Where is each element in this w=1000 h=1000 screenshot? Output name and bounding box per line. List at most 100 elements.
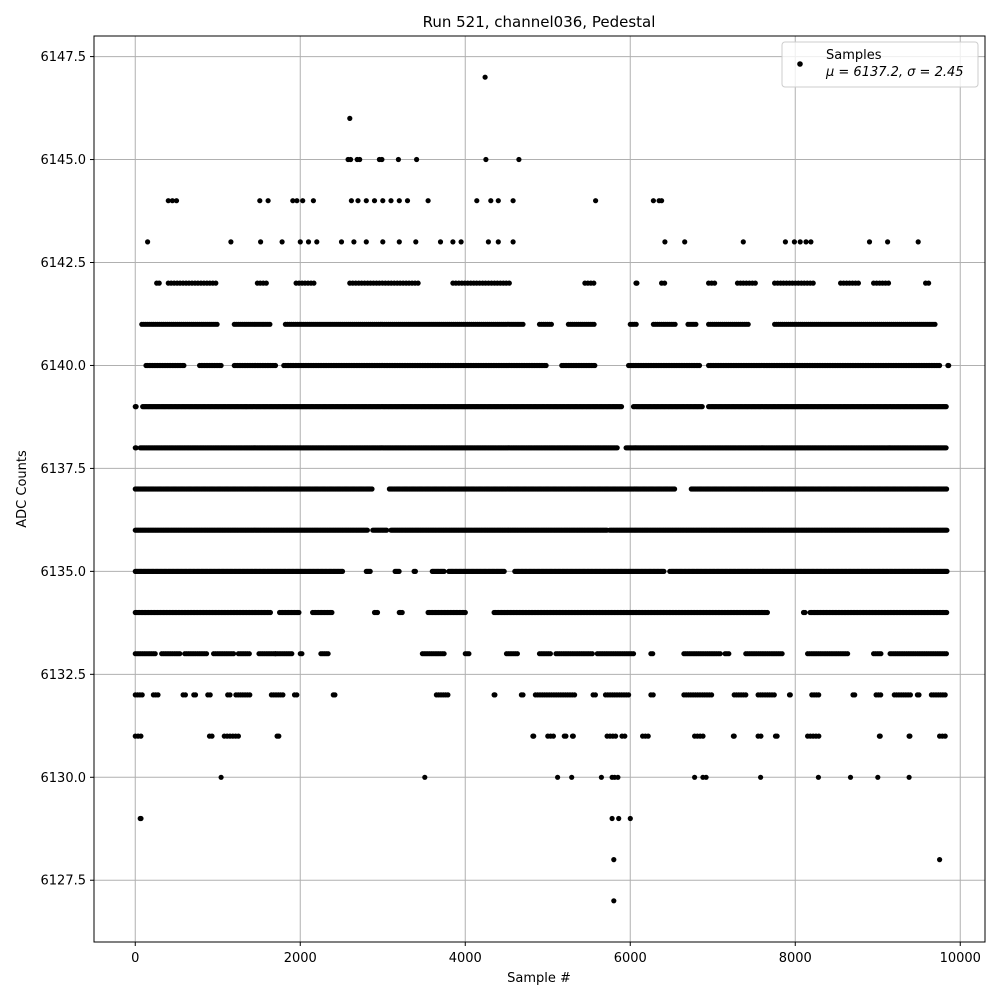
data-point: [944, 486, 950, 492]
data-point: [659, 198, 665, 204]
data-point: [598, 774, 605, 780]
data-point: [682, 239, 688, 245]
data-point: [297, 239, 303, 245]
data-point: [257, 198, 263, 204]
data-point: [592, 362, 598, 369]
data-point: [338, 239, 345, 245]
data-point: [745, 321, 751, 327]
data-point: [379, 156, 385, 163]
data-point: [272, 362, 279, 369]
data-point: [348, 156, 354, 163]
data-point: [520, 321, 526, 327]
data-point: [650, 692, 656, 698]
data-point: [488, 198, 494, 204]
data-point: [650, 198, 657, 204]
data-point: [363, 239, 369, 245]
data-point: [847, 774, 854, 780]
data-point: [510, 198, 516, 204]
data-point: [265, 198, 271, 204]
data-point: [866, 239, 873, 245]
data-point: [425, 198, 431, 204]
data-point: [672, 321, 678, 327]
data-point: [630, 651, 637, 657]
data-point: [305, 239, 312, 245]
data-point: [712, 280, 718, 286]
data-point: [802, 609, 808, 616]
data-point: [458, 239, 464, 245]
data-point: [404, 198, 411, 204]
data-point: [364, 527, 370, 533]
data-point: [626, 692, 632, 698]
data-point: [743, 692, 749, 698]
data-point: [937, 362, 943, 369]
data-point: [591, 280, 597, 286]
data-point: [228, 239, 234, 245]
data-point: [445, 692, 451, 698]
data-point: [138, 815, 144, 822]
data-point: [485, 239, 491, 245]
data-point: [740, 239, 746, 245]
data-point: [520, 692, 526, 698]
data-point: [937, 857, 943, 863]
data-point: [946, 362, 952, 369]
data-point: [412, 568, 418, 575]
data-point: [943, 404, 949, 410]
data-point: [709, 692, 715, 698]
data-point: [299, 651, 305, 657]
data-point: [779, 651, 785, 657]
data-point: [218, 774, 224, 780]
data-point: [791, 239, 798, 245]
data-point: [263, 280, 269, 286]
data-point: [572, 692, 578, 698]
data-point: [693, 321, 699, 327]
data-point: [133, 404, 139, 410]
data-point: [145, 239, 151, 245]
data-point: [388, 198, 394, 204]
data-point: [267, 321, 273, 327]
data-point: [803, 239, 809, 245]
data-point: [662, 280, 668, 286]
data-point: [311, 280, 317, 286]
data-point: [329, 609, 335, 616]
data-point: [399, 609, 405, 616]
data-point: [396, 568, 402, 575]
data-point: [885, 280, 892, 286]
data-point: [943, 445, 949, 451]
data-point: [495, 239, 501, 245]
data-point: [289, 651, 295, 657]
data-point: [247, 692, 253, 698]
data-point: [441, 568, 447, 575]
data-point: [367, 568, 373, 575]
data-point: [156, 280, 162, 286]
data-point: [380, 198, 386, 204]
data-point: [290, 198, 296, 204]
data-point: [782, 239, 789, 245]
data-point: [214, 321, 220, 327]
data-point: [267, 609, 273, 616]
data-point: [384, 527, 390, 533]
data-point: [591, 321, 597, 327]
chart-title: Run 521, channel036, Pedestal: [423, 13, 656, 31]
data-point: [810, 280, 816, 286]
data-point: [516, 156, 522, 163]
data-point: [672, 486, 678, 492]
data-point: [661, 568, 667, 575]
data-point: [875, 774, 881, 780]
data-point: [548, 321, 555, 327]
data-point: [845, 651, 851, 657]
data-point: [703, 774, 709, 780]
data-point: [547, 651, 554, 657]
data-point: [203, 651, 210, 657]
data-point: [371, 198, 378, 204]
data-point: [231, 651, 237, 657]
data-point: [752, 280, 758, 286]
data-point: [462, 609, 468, 616]
data-point: [300, 198, 306, 204]
data-point: [855, 280, 862, 286]
data-point: [614, 445, 620, 451]
data-point: [258, 239, 264, 245]
data-point: [696, 362, 703, 369]
data-point: [764, 609, 771, 616]
